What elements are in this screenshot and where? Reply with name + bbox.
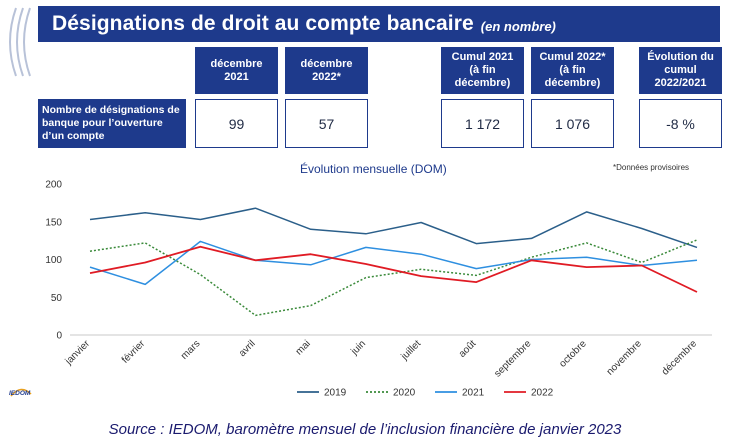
series-line-2020 [89, 239, 698, 317]
title-banner: Désignations de droit au compte bancaire… [38, 6, 720, 42]
x-tick-label: juillet [399, 338, 424, 363]
x-tick-label: février [120, 338, 148, 366]
x-tick-label: mai [294, 338, 313, 357]
y-tick-label: 0 [56, 331, 62, 342]
y-tick-label: 50 [51, 293, 63, 304]
column-header-dec-2021: décembre 2021 [195, 47, 278, 94]
y-tick-label: 200 [45, 180, 62, 191]
value-evolution: -8 % [639, 99, 722, 148]
value-dec-2022: 57 [285, 99, 368, 148]
legend-label-2022: 2022 [531, 388, 554, 399]
x-tick-label: juin [349, 338, 369, 358]
decorative-brackets-icon [9, 7, 31, 77]
page-subtitle: (en nombre) [480, 18, 556, 34]
iedom-logo-icon [10, 388, 32, 397]
provisional-note: *Données provisoires [613, 163, 690, 172]
legend-label-2020: 2020 [393, 388, 416, 399]
column-header-evolution: Évolution du cumul 2022/2021 [639, 47, 722, 94]
chart-title: Évolution mensuelle (DOM) [300, 162, 447, 176]
value-cumul-2021: 1 172 [441, 99, 524, 148]
page-title: Désignations de droit au compte bancaire [52, 12, 474, 35]
table-row-label: Nombre de désignations de banque pour l’… [38, 99, 186, 148]
column-header-cumul-2021: Cumul 2021 (à fin décembre) [441, 47, 524, 94]
iedom-logo-text: IEDOM [9, 390, 31, 397]
series-line-2022 [89, 245, 698, 293]
source-caption: Source : IEDOM, baromètre mensuel de l’i… [108, 421, 622, 438]
x-tick-label: août [457, 338, 479, 360]
legend-label-2019: 2019 [324, 388, 347, 399]
x-tick-label: avril [237, 338, 258, 359]
value-cumul-2022: 1 076 [531, 99, 614, 148]
legend-label-2021: 2021 [462, 388, 485, 399]
x-tick-label: octobre [557, 338, 589, 370]
x-tick-label: janvier [63, 338, 93, 368]
x-tick-label: mars [179, 338, 203, 362]
y-tick-label: 100 [45, 255, 62, 266]
y-tick-label: 150 [45, 217, 62, 228]
x-tick-label: décembre [660, 338, 700, 378]
value-dec-2021: 99 [195, 99, 278, 148]
column-header-cumul-2022: Cumul 2022* (à fin décembre) [531, 47, 614, 94]
column-header-dec-2022: décembre 2022* [285, 47, 368, 94]
series-line-2019 [89, 207, 698, 249]
x-tick-label: septembre [492, 338, 533, 379]
x-tick-label: novembre [605, 338, 645, 378]
